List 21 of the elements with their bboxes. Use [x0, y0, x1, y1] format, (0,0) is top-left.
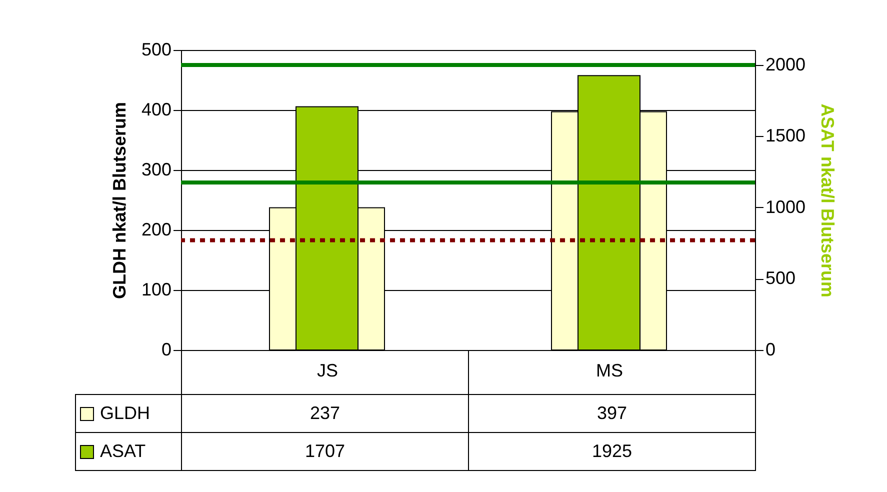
y-tick-label: 500 [141, 40, 172, 60]
y2-tick-label: 1000 [766, 196, 806, 217]
y-tick-label: 0 [161, 340, 172, 360]
legend-label: GLDH [76, 394, 182, 432]
y2-tick-label: 500 [766, 268, 796, 288]
legend-label: ASAT [76, 432, 182, 470]
data-label: 237 [182, 394, 468, 432]
y-tick-label: 100 [141, 280, 172, 300]
data-label: 1707 [182, 432, 468, 470]
y2-tick-label: 1500 [766, 126, 806, 146]
x-tick-label: JS [316, 360, 338, 380]
x-tick-label: MS [596, 360, 623, 380]
y-axis-title: GLDH nkat/l Blutserum [109, 102, 130, 300]
data-label: 1925 [468, 432, 756, 470]
y-tick-label: 300 [141, 160, 172, 180]
y-tick-label: 200 [141, 220, 172, 240]
data-label: 397 [468, 394, 756, 432]
y-tick-label: 400 [141, 100, 172, 120]
y2-tick-label: 2000 [766, 54, 806, 74]
y2-tick-label: 0 [766, 340, 776, 360]
y2-axis-title: ASAT nkat/l Blutserum [818, 104, 838, 298]
